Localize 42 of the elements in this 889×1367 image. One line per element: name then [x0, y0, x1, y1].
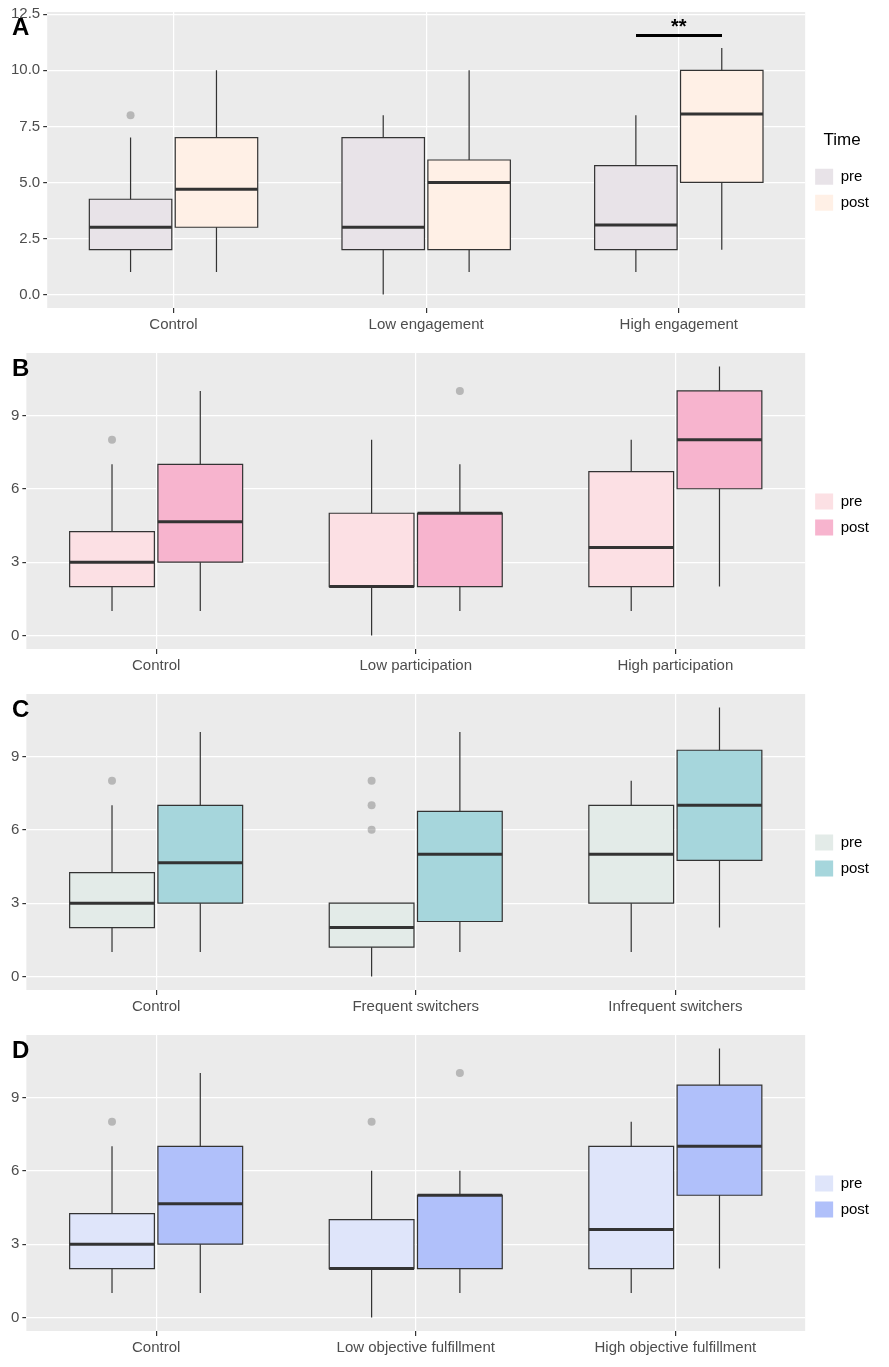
legend-label: post	[840, 192, 870, 210]
x-tick-label: Low objective fulfillment	[336, 1338, 496, 1356]
x-tick-label: Control	[131, 997, 181, 1015]
chart-title: D	[12, 1035, 30, 1063]
y-tick-label: 9	[11, 405, 20, 423]
legend-label: post	[840, 517, 870, 535]
y-tick-label: 3	[11, 893, 20, 911]
y-tick-label: 0	[11, 1307, 20, 1325]
x-tick-label: Control	[131, 656, 181, 674]
chart-title: C	[12, 694, 30, 722]
legend-label: pre	[840, 1173, 863, 1191]
legend-label: pre	[840, 166, 863, 184]
y-tick-label: 6	[11, 478, 20, 496]
y-tick-label: 9	[11, 746, 20, 764]
y-tick-label: 10.0	[10, 60, 41, 78]
y-tick-label: 0	[11, 625, 20, 643]
x-tick-label: Low participation	[359, 656, 473, 674]
y-tick-label: 6	[11, 1160, 20, 1178]
y-tick-label: 6	[11, 819, 20, 837]
y-tick-label: 9	[11, 1087, 20, 1105]
y-tick-label: 3	[11, 552, 20, 570]
x-tick-label: Control	[149, 315, 198, 333]
x-tick-label: High objective fulfillment	[594, 1338, 758, 1356]
y-tick-label: 2.5	[19, 228, 41, 246]
y-tick-label: 3	[11, 1234, 20, 1252]
annotation: **	[671, 15, 687, 38]
legend-title: Time	[823, 130, 861, 150]
x-tick-label: Infrequent switchers	[608, 997, 743, 1015]
legend-label: pre	[840, 832, 863, 850]
y-tick-label: 7.5	[19, 116, 41, 134]
chart-title: B	[12, 353, 30, 381]
x-tick-label: Low engagement	[368, 315, 485, 333]
x-tick-label: High engagement	[619, 315, 739, 333]
x-tick-label: Control	[131, 1338, 181, 1356]
legend-label: post	[840, 858, 870, 876]
y-tick-label: 5.0	[19, 172, 41, 190]
legend-label: post	[840, 1199, 870, 1217]
x-tick-label: High participation	[617, 656, 734, 674]
x-tick-label: Frequent switchers	[352, 997, 480, 1015]
y-tick-label: 0	[11, 966, 20, 984]
legend-label: pre	[840, 491, 863, 509]
y-tick-label: 0.0	[19, 284, 41, 302]
